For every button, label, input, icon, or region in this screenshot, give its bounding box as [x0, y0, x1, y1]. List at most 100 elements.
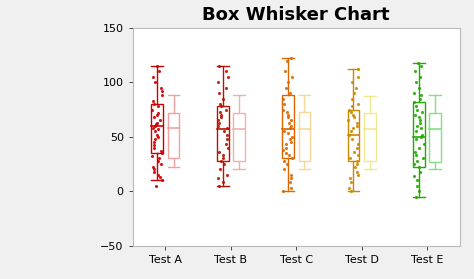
Bar	[151, 104, 163, 153]
Point	[419, 156, 427, 161]
Bar	[299, 112, 310, 161]
Point	[287, 176, 294, 180]
Point	[154, 113, 161, 117]
Point	[289, 75, 296, 79]
Point	[410, 162, 418, 166]
Point	[287, 126, 294, 130]
Point	[412, 104, 419, 109]
Point	[285, 120, 292, 125]
Point	[354, 142, 362, 146]
Point	[214, 118, 222, 123]
Point	[417, 93, 425, 98]
Point	[413, 158, 420, 163]
Point	[283, 142, 290, 146]
Bar	[364, 113, 376, 161]
Point	[414, 124, 421, 128]
Point	[411, 150, 419, 154]
Point	[151, 129, 159, 134]
Point	[222, 85, 230, 90]
Point	[417, 75, 424, 79]
Point	[353, 169, 361, 174]
Point	[287, 124, 295, 128]
Point	[153, 132, 160, 137]
Point	[416, 115, 423, 119]
Point	[280, 167, 287, 172]
Point	[346, 132, 353, 137]
Point	[355, 102, 362, 106]
Point	[280, 102, 288, 106]
Point	[288, 186, 295, 190]
Point	[283, 109, 291, 114]
Point	[155, 156, 163, 161]
Point	[217, 102, 224, 106]
Point	[152, 121, 160, 126]
Point	[346, 176, 354, 180]
Point	[414, 61, 421, 65]
Point	[153, 120, 161, 125]
Point	[220, 162, 228, 166]
Point	[286, 153, 293, 157]
Point	[150, 115, 158, 119]
Point	[284, 80, 292, 85]
Point	[418, 126, 425, 130]
Point	[284, 131, 292, 136]
Point	[217, 115, 225, 119]
Bar	[168, 113, 180, 158]
Point	[287, 140, 294, 145]
Point	[150, 145, 158, 150]
Point	[415, 85, 423, 90]
Point	[157, 162, 165, 166]
Point	[224, 137, 231, 141]
Point	[219, 180, 227, 185]
Point	[279, 97, 287, 101]
Point	[219, 153, 227, 157]
Title: Box Whisker Chart: Box Whisker Chart	[202, 6, 390, 23]
Point	[283, 58, 291, 63]
Point	[412, 80, 420, 85]
Point	[348, 104, 356, 109]
Point	[286, 91, 293, 95]
Point	[350, 115, 357, 119]
Point	[222, 142, 229, 146]
Point	[224, 75, 232, 79]
Bar	[217, 106, 228, 161]
Point	[412, 194, 420, 199]
Point	[412, 153, 420, 157]
Point	[151, 124, 159, 128]
Point	[355, 75, 362, 79]
Point	[347, 129, 355, 134]
Point	[219, 156, 227, 161]
Point	[216, 120, 223, 125]
Point	[417, 120, 424, 125]
Point	[155, 172, 162, 177]
Point	[288, 156, 296, 161]
Point	[216, 167, 224, 172]
Point	[150, 102, 157, 106]
Point	[347, 180, 355, 185]
Point	[350, 91, 357, 95]
Point	[214, 176, 221, 180]
Point	[410, 100, 418, 104]
Point	[216, 150, 223, 154]
Point	[287, 118, 295, 123]
Point	[411, 113, 419, 117]
Point	[346, 107, 353, 112]
Point	[355, 67, 362, 71]
Point	[156, 175, 164, 179]
Point	[152, 184, 160, 188]
Point	[416, 169, 424, 174]
Point	[415, 165, 423, 169]
Point	[154, 134, 161, 139]
Point	[151, 80, 159, 85]
Point	[417, 64, 425, 68]
Point	[286, 137, 293, 141]
Point	[280, 158, 288, 163]
Point	[284, 113, 292, 117]
Point	[410, 174, 418, 178]
Point	[283, 85, 290, 90]
Point	[158, 178, 166, 182]
Point	[149, 107, 156, 112]
Point	[349, 126, 356, 130]
Point	[282, 69, 289, 74]
Point	[417, 118, 424, 123]
